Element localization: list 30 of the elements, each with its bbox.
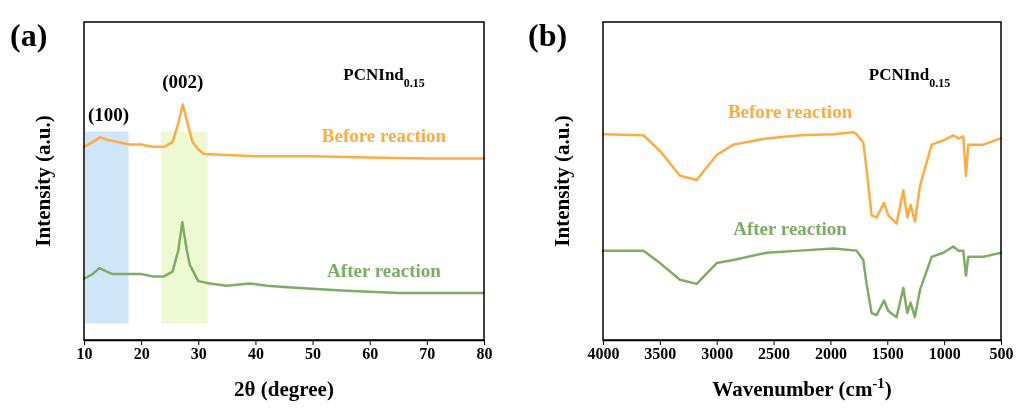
x-tick-label: 500 [989,345,1014,363]
x-tick-label: 2000 [814,345,847,363]
x-tick-label: 2500 [758,345,791,363]
chart-title: (a) [10,17,48,53]
x-tick-label: 30 [190,345,207,363]
x-tick-label: 10 [76,345,93,363]
x-tick-label: 60 [362,345,379,363]
series-label: After reaction [733,217,848,239]
annotation: (100) [88,104,130,127]
x-tick-label: 1500 [871,345,904,363]
series-label: Before reaction [727,101,853,123]
x-tick-label: 20 [133,345,150,363]
series-label: Before reaction [321,125,447,147]
x-tick-label: 3000 [701,345,734,363]
x-tick-label: 40 [247,345,264,363]
y-axis-title: Intensity (a.u.) [31,115,55,247]
x-axis-title: 2θ (degree) [234,377,334,401]
chart-title: (b) [528,17,568,53]
x-tick-label: 50 [305,345,322,363]
series-label: After reaction [327,259,442,281]
x-tick-label: 80 [476,345,493,363]
x-tick-label: 1000 [928,345,961,363]
x-tick-label: 3500 [644,345,677,363]
y-axis-title: Intensity (a.u.) [550,115,574,247]
x-tick-label: 4000 [587,345,620,363]
x-axis-title: Wavenumber (cm$^{-1}$) [712,375,892,401]
annotation: (002) [162,71,204,94]
text: PCNInd$_{0.15}$ [868,65,951,90]
x-tick-label: 70 [419,345,436,363]
text: PCNInd$_{0.15}$ [343,65,425,90]
